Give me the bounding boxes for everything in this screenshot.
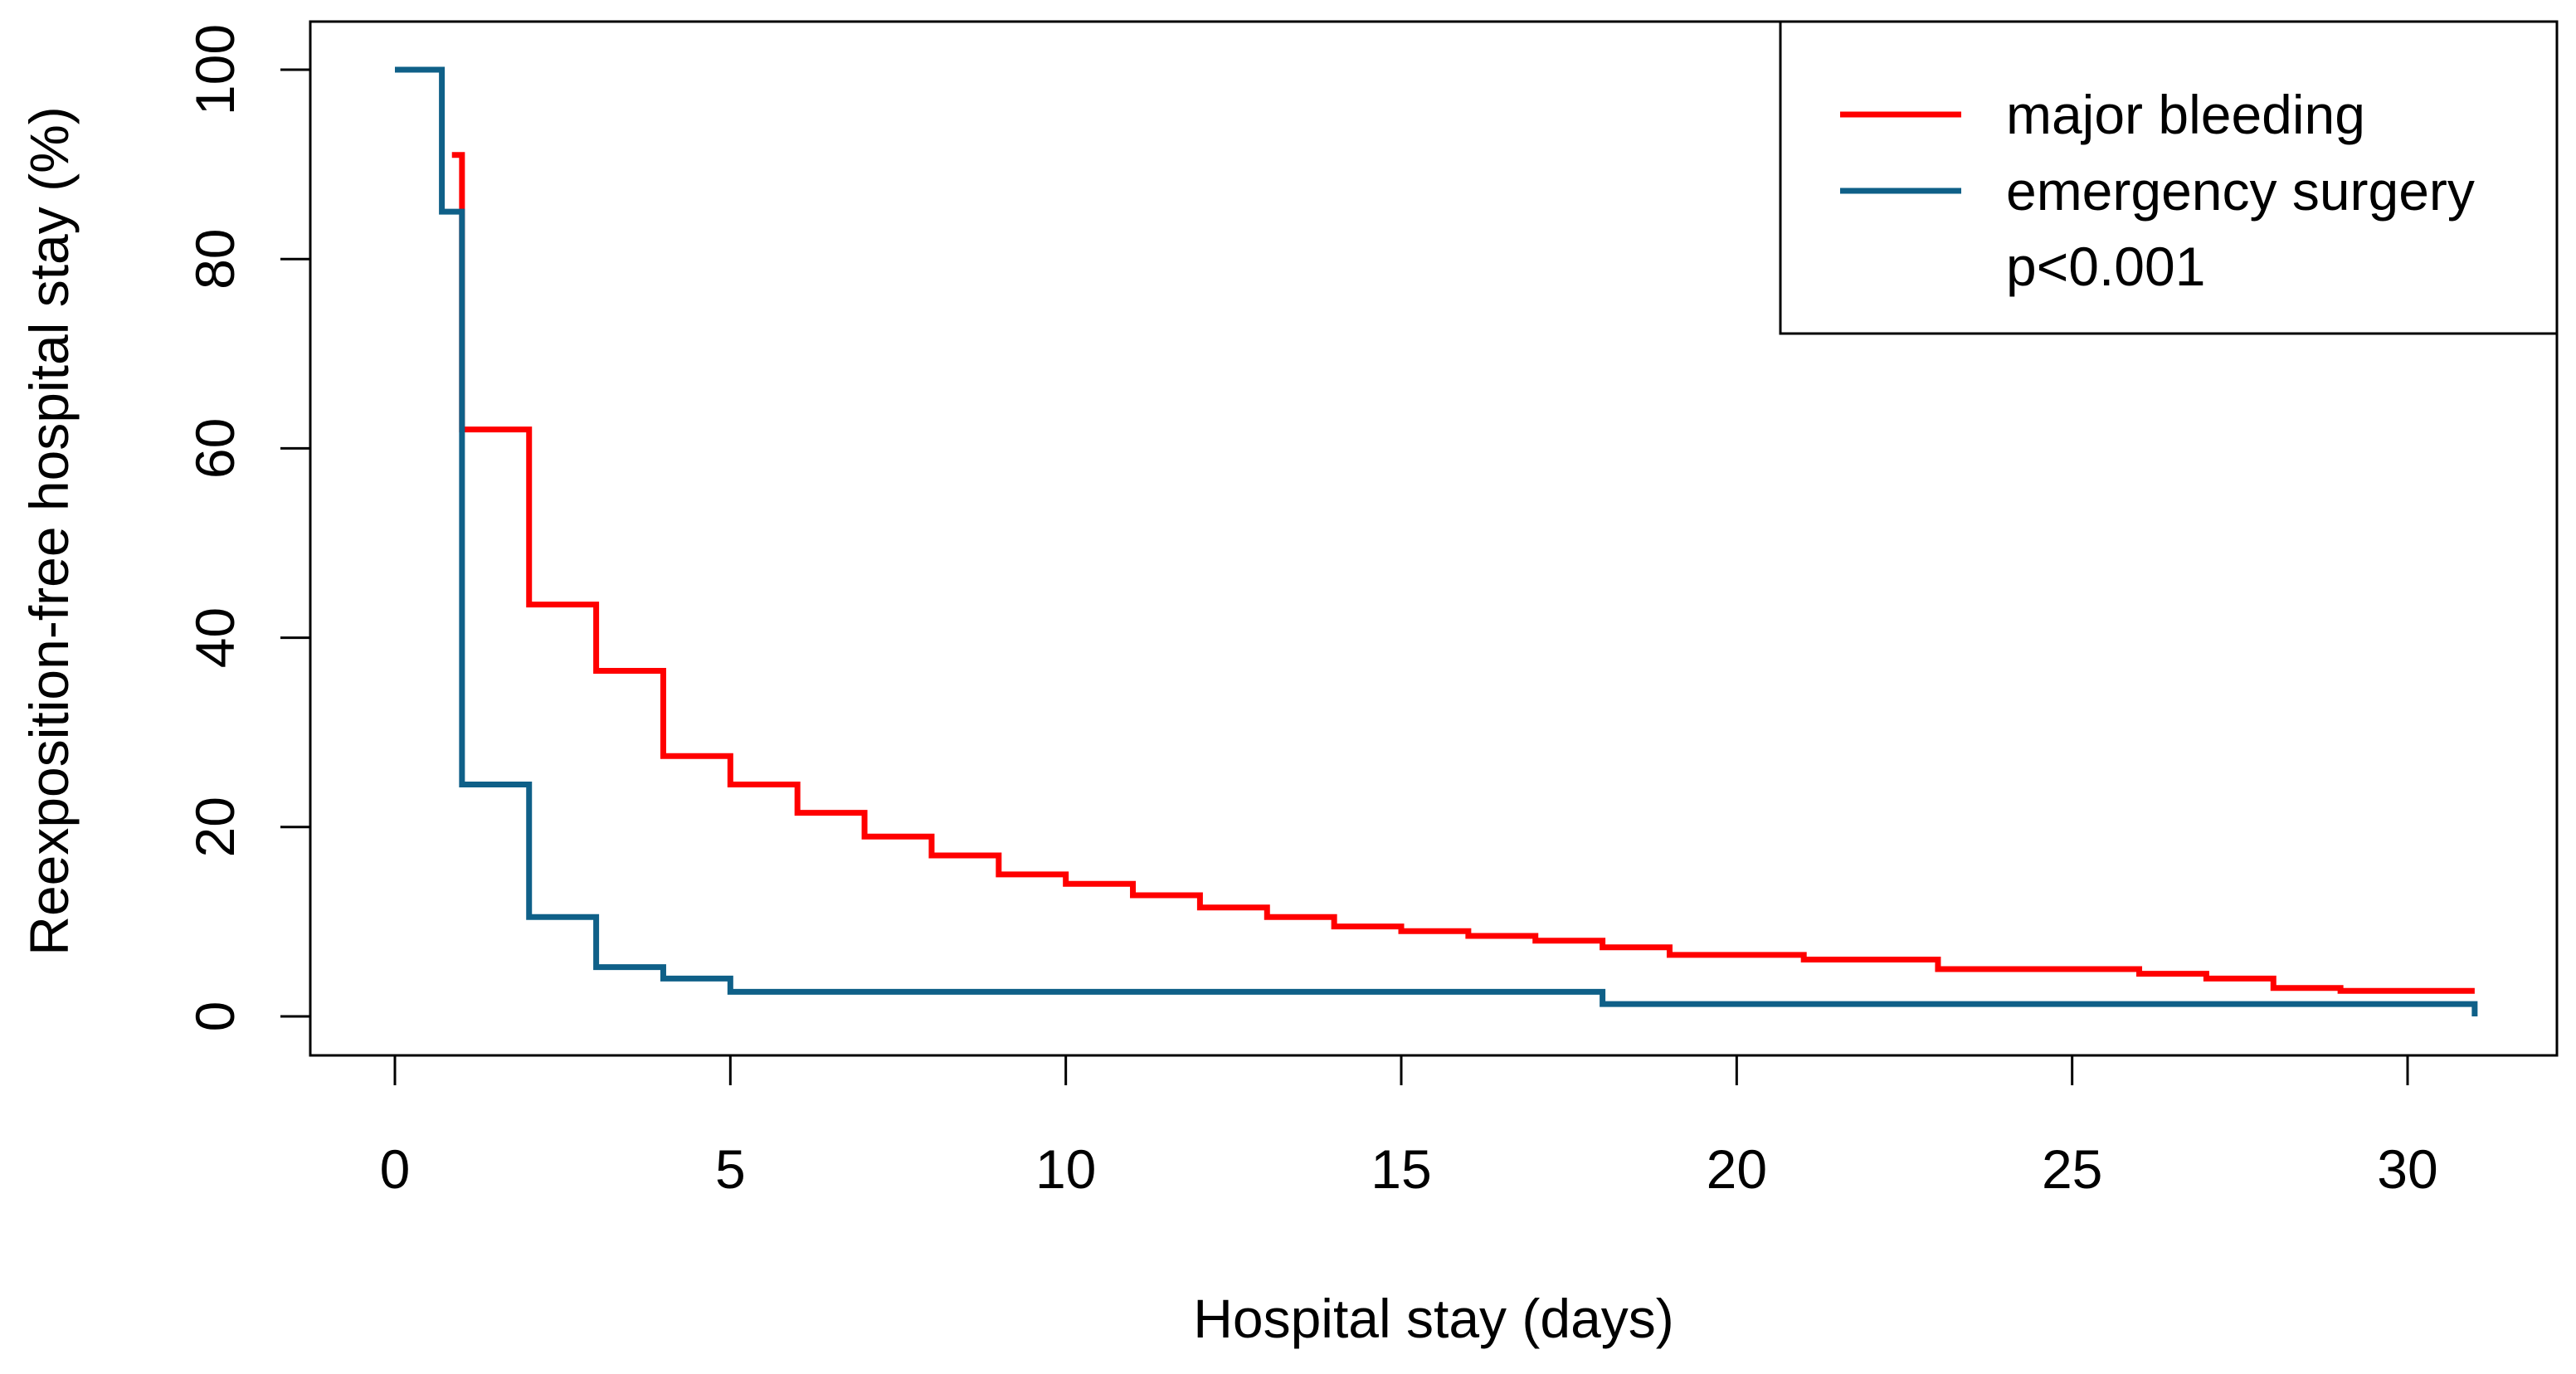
y-tick-label: 100 [184, 24, 246, 115]
series-line-emergency-surgery [395, 66, 2478, 1016]
x-axis: 0 5 10 15 20 25 30 [380, 1054, 2438, 1200]
legend-box [1779, 20, 2559, 335]
x-tick-label: 30 [2377, 1138, 2437, 1200]
y-tick-label: 80 [184, 228, 246, 289]
x-tick-label: 20 [1707, 1138, 1767, 1200]
x-tick-label: 5 [715, 1138, 746, 1200]
x-tick-label: 15 [1371, 1138, 1431, 1200]
x-tick-label: 25 [2042, 1138, 2102, 1200]
y-tick-label: 60 [184, 418, 246, 479]
x-tick-label: 0 [380, 1138, 411, 1200]
p-value-annotation: p<0.001 [2006, 236, 2205, 297]
y-tick-label: 40 [184, 607, 246, 668]
series-layer [395, 66, 2478, 1016]
x-axis-title: Hospital stay (days) [1193, 1288, 1674, 1349]
legend-label-major-bleeding: major bleeding [2006, 84, 2365, 145]
y-axis: 0 20 40 60 80 100 [184, 24, 312, 1032]
y-tick-label: 0 [184, 1001, 246, 1032]
legend-label-emergency-surgery: emergency surgery [2006, 160, 2475, 222]
y-tick-label: 20 [184, 797, 246, 857]
series-line-major-bleeding [451, 152, 2475, 994]
y-axis-title: Reexposition-free hospital stay (%) [18, 106, 80, 955]
legend: major bleeding emergency surgery p<0.001 [1779, 20, 2559, 335]
x-tick-label: 10 [1035, 1138, 1096, 1200]
